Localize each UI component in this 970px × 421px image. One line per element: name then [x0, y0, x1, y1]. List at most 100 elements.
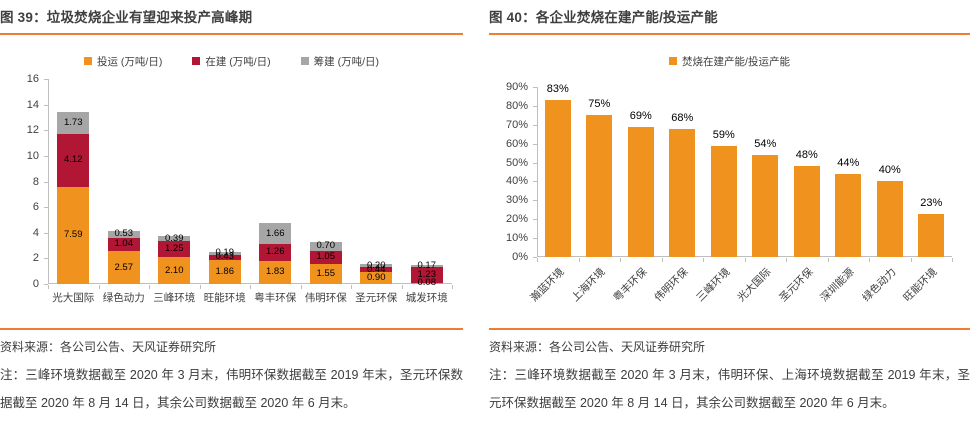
legend-label: 焚烧在建产能/投运产能 [682, 55, 790, 68]
legend-label: 筹建 (万吨/日) [313, 55, 379, 68]
figure-40-legend: 焚烧在建产能/投运产能 [489, 53, 970, 69]
bar-value-label: 0.20 [367, 259, 386, 271]
figure-40-footer-divider [489, 328, 970, 330]
bar-value-label: 1.66 [266, 227, 285, 239]
bar-segment [107, 251, 140, 284]
bar-value-label: 0.70 [316, 240, 336, 252]
bar-segment [360, 272, 393, 284]
bar-segment [208, 254, 241, 261]
figure-39-title: 图 39：垃圾焚烧企业有望迎来投产高峰期 [0, 10, 253, 25]
x-tick-mark [149, 285, 150, 289]
bar-segment [752, 155, 779, 257]
y-tick-mark [44, 181, 48, 183]
x-category-label: 绿色动力 [102, 292, 145, 304]
x-category-label: 光大国际 [52, 292, 95, 304]
y-tick-label: 0% [512, 251, 528, 263]
bar-value-label: 0.17 [417, 260, 437, 272]
x-tick-mark [910, 258, 912, 262]
y-tick-mark [533, 219, 537, 221]
bar-value-label: 59% [712, 128, 735, 141]
bar-value-label: 0.43 [215, 251, 235, 263]
bar-segment [57, 133, 90, 187]
bar-segment [918, 213, 945, 257]
bar-segment [57, 111, 90, 134]
x-category-label: 伟明环保 [304, 292, 347, 304]
bar-value-label: 0.08 [417, 277, 437, 289]
y-tick-mark [533, 181, 537, 183]
bar-segment [876, 181, 903, 257]
y-tick-mark [44, 232, 48, 234]
y-tick-mark [533, 124, 537, 126]
bar-segment [410, 282, 443, 284]
figure-40-footer: 资料来源：各公司公告、天风证券研究所 注：三峰环境数据截至 2020 年 3 月… [489, 328, 970, 417]
plot-area [48, 79, 452, 284]
y-tick-label: 12 [26, 124, 39, 137]
bar-segment [259, 244, 292, 261]
bar-segment [627, 126, 654, 257]
bar-segment [158, 241, 191, 258]
figure-39-footer-divider [0, 328, 463, 330]
x-category-label: 旺能环境 [203, 292, 246, 304]
bar-segment [107, 230, 140, 238]
figure-39-source-line: 资料来源：各公司公告、天风证券研究所 [0, 340, 217, 354]
x-tick-mark [300, 285, 302, 289]
y-tick-label: 6 [32, 201, 39, 214]
y-tick-mark [533, 87, 537, 88]
x-tick-mark [48, 285, 49, 289]
bar-segment [57, 186, 90, 284]
y-tick-mark [44, 258, 48, 260]
x-tick-mark [401, 285, 403, 289]
x-tick-mark [827, 258, 829, 262]
x-tick-mark [744, 258, 746, 262]
bar-segment [669, 128, 696, 257]
bar-value-label: 1.23 [417, 269, 437, 281]
x-category-label: 三峰环境 [153, 292, 196, 304]
bar-segment [360, 266, 393, 273]
bar-value-label: 0.39 [165, 232, 184, 244]
y-tick-label: 20% [505, 213, 528, 226]
y-tick-label: 4 [32, 226, 39, 239]
x-tick-mark [578, 258, 580, 262]
bar-value-label: 1.86 [215, 266, 235, 278]
x-tick-mark [199, 285, 201, 289]
x-tick-mark [537, 258, 538, 262]
figure-40-panel: 图 40：各企业焚烧在建产能/投运产能 焚烧在建产能/投运产能 0% 10% 20%… [489, 0, 970, 421]
x-category-label: 圣元环保 [355, 292, 398, 304]
y-tick-label: 50% [505, 156, 528, 169]
y-tick-label: 40% [505, 175, 528, 188]
bar-value-label: 1.55 [316, 268, 336, 280]
x-tick-mark [869, 258, 870, 262]
legend-label: 投运 (万吨/日) [97, 55, 163, 68]
x-tick-mark [786, 258, 787, 262]
figure-40-source-line: 资料来源：各公司公告、天风证券研究所 [489, 340, 706, 354]
y-tick-mark [533, 105, 537, 107]
legend-swatch-icon [300, 57, 309, 65]
y-tick-mark [44, 104, 48, 106]
y-tick-mark [44, 155, 48, 157]
y-tick-label: 30% [505, 194, 528, 207]
figure-39-title-divider [0, 33, 463, 35]
bar-value-label: 0.44 [367, 263, 386, 275]
figure-40-chart: 0% 10% 20% 30% 40% 50% 60% 70% 80% 90% 83% 瀚蓝环境 75% 上… [489, 79, 970, 321]
bar-value-label: 1.26 [266, 246, 285, 258]
x-category-label: 粤丰环保 [254, 292, 297, 304]
figure-39-chart: 0 2 4 6 8 10 12 14 16 7.59 4.12 1.73 光大国际 2.57 1.04 0.5… [0, 74, 463, 310]
y-tick-mark [44, 130, 48, 132]
bar-segment [259, 260, 292, 284]
bar-segment [544, 100, 571, 257]
figure-39-note-text: 注：三峰环境数据截至 2020 年 3 月末，伟明环保数据截至 2019 年末，… [0, 368, 463, 410]
legend-swatch-icon [84, 57, 92, 65]
bar-value-label: 0.90 [367, 272, 386, 284]
figure-39-legend: 投运 (万吨/日) 在建 (万吨/日) 筹建 (万吨/日) [0, 53, 463, 69]
bar-value-label: 1.73 [64, 116, 83, 128]
bar-segment [309, 241, 342, 251]
bar-segment [309, 250, 342, 265]
y-tick-label: 8 [32, 175, 39, 188]
y-tick-mark [44, 79, 48, 80]
y-tick-label: 14 [26, 98, 39, 111]
x-category-label: 城发环境 [405, 292, 448, 304]
bar-value-label: 44% [837, 156, 860, 169]
bar-value-label: 1.05 [316, 251, 336, 263]
y-tick-mark [533, 162, 537, 164]
y-tick-mark [533, 143, 537, 145]
